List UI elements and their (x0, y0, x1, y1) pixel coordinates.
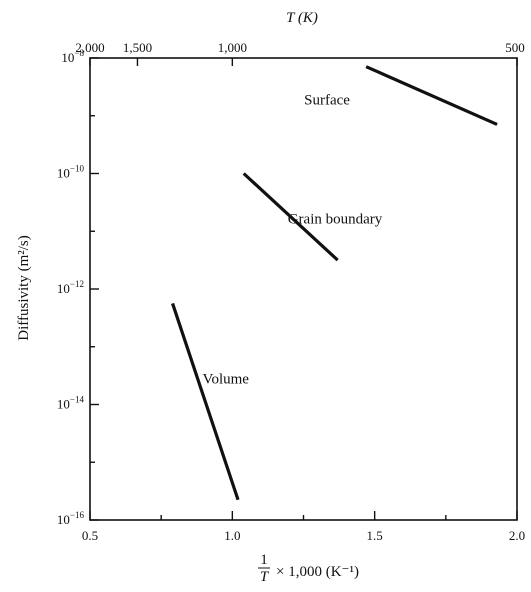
x-tick-label: 0.5 (82, 528, 98, 543)
x-axis-title-rest: × 1,000 (K⁻¹) (276, 564, 359, 580)
x-axis-title-numerator: 1 (260, 552, 268, 568)
series-line-volume (171, 302, 240, 501)
x-axis-title: 1 T × 1,000 (K⁻¹) (258, 552, 359, 585)
y-tick-label-exponent: −10 (70, 164, 85, 174)
y-tick-label-base: 10 (57, 281, 70, 296)
plot-frame (89, 57, 518, 521)
series-label: Surface (304, 93, 350, 109)
x-axis-title-denominator: T (260, 569, 270, 585)
x-axis-ticks: 0.5 1.0 1.5 2.0 (82, 511, 525, 543)
series-line-grain-boundary (242, 172, 339, 262)
y-tick-label-exponent: −16 (70, 510, 85, 520)
series-labels: Surface Grain boundary Volume (203, 93, 383, 388)
top-tick-label: 1,500 (123, 40, 152, 55)
y-tick-label-base: 10 (57, 512, 70, 527)
y-tick-label-base: 10 (61, 50, 74, 65)
y-tick-label-exponent: −12 (70, 279, 84, 289)
y-tick-label: 10−10 (57, 164, 85, 181)
y-tick-label: 10−12 (57, 279, 84, 296)
y-tick-label-exponent: −8 (74, 48, 84, 58)
x-tick-label: 2.0 (509, 528, 525, 543)
series-lines (171, 65, 498, 501)
x-tick-label: 1.5 (367, 528, 383, 543)
y-tick-label: 10−14 (57, 395, 85, 412)
y-tick-label-base: 10 (57, 166, 70, 181)
top-tick-label: 1,000 (218, 40, 247, 55)
series-label: Volume (203, 371, 250, 387)
y-tick-label-exponent: −14 (70, 395, 85, 405)
y-tick-label-base: 10 (57, 397, 70, 412)
y-axis-title: Diffusivity (m²/s) (16, 235, 32, 340)
y-tick-label: 10−16 (57, 510, 85, 527)
series-label: Grain boundary (288, 212, 383, 228)
top-tick-label: 500 (505, 40, 525, 55)
x-tick-label: 1.0 (224, 528, 240, 543)
top-axis-title: T (K) (286, 10, 318, 26)
top-tick-label: 2,000 (75, 40, 104, 55)
top-axis-ticks: 2,000 1,500 1,000 500 (75, 40, 525, 66)
y-tick-label: 10−8 (61, 48, 84, 65)
series-line-surface (365, 65, 498, 126)
